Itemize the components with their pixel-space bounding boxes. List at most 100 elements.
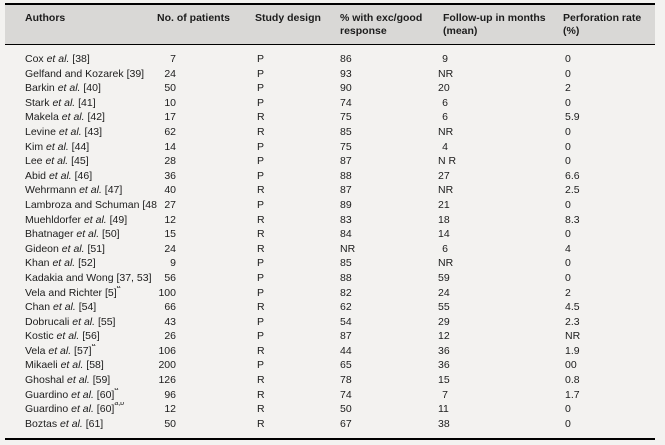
cell-authors: Mikaeli et al. [58] — [25, 359, 104, 372]
cell-followup: 38 — [438, 417, 450, 430]
cell-response: 78 — [340, 374, 352, 387]
cell-followup: 6 — [442, 242, 448, 255]
table-row: Gideon et al. [51] 24 R NR 6 4 — [5, 242, 655, 257]
cell-response: 89 — [340, 198, 352, 211]
cell-followup: 29 — [438, 315, 450, 328]
cell-patients: 106 — [158, 344, 176, 357]
cell-design: R — [257, 111, 265, 124]
cell-response: 75 — [340, 111, 352, 124]
cell-design: R — [257, 403, 265, 416]
cell-patients: 9 — [170, 257, 176, 270]
cell-response: 44 — [340, 344, 352, 357]
table-top-rule — [5, 3, 655, 5]
col-header-followup: Follow-up in months (mean) — [443, 12, 546, 37]
cell-authors: Vela and Richter [5]a — [25, 285, 121, 299]
table-row: Guardino et al. [60]a 96 R 74 7 1.7 — [5, 388, 655, 403]
cell-response: 74 — [340, 96, 352, 109]
cell-patients: 7 — [170, 53, 176, 65]
table-row: Vela et al. [57]a 106 R 44 36 1.9 — [5, 344, 655, 359]
cell-patients: 28 — [164, 155, 176, 168]
table-row: Chan et al. [54] 66 R 62 55 4.5 — [5, 300, 655, 315]
cell-authors: Kadakia and Wong [37, 53] — [25, 271, 152, 284]
cell-authors: Lee et al. [45] — [25, 155, 89, 168]
cell-perforation: NR — [565, 330, 581, 343]
table-header-rule — [5, 44, 655, 45]
cell-patients: 66 — [164, 301, 176, 314]
cell-design: P — [257, 67, 265, 80]
col-header-perforation: Perforation rate (%) — [563, 12, 642, 37]
cell-perforation: 6.6 — [565, 169, 580, 182]
cell-authors: Abid et al. [46] — [25, 169, 93, 182]
col-header-response: % with exc/good response — [340, 12, 423, 37]
cell-response: 90 — [340, 82, 352, 95]
cell-design: P — [257, 359, 265, 372]
cell-perforation: 0 — [565, 96, 571, 109]
cell-design: R — [257, 213, 265, 226]
cell-patients: 12 — [164, 213, 176, 226]
cell-authors: Kim et al. [44] — [25, 140, 90, 153]
cell-followup: 36 — [438, 344, 450, 357]
cell-perforation: 5.9 — [565, 111, 580, 124]
cell-patients: 24 — [164, 67, 176, 80]
cell-response: 67 — [340, 417, 352, 430]
col-header-patients: No. of patients — [157, 12, 230, 24]
table-inner: Authors No. of patients Study design % w… — [5, 0, 655, 445]
cell-design: P — [257, 286, 265, 299]
table-row: Lambroza and Schuman [48] 27 P 89 21 0 — [5, 198, 655, 213]
cell-patients: 50 — [164, 417, 176, 430]
table-row: Khan et al. [52] 9 P 85 NR 0 — [5, 256, 655, 271]
cell-response: 86 — [340, 53, 352, 65]
cell-perforation: 2 — [565, 286, 571, 299]
cell-perforation: 0 — [565, 403, 571, 416]
cell-design: P — [257, 169, 265, 182]
cell-response: 85 — [340, 125, 352, 138]
cell-patients: 56 — [164, 271, 176, 284]
cell-patients: 126 — [158, 374, 176, 387]
cell-response: 87 — [340, 155, 352, 168]
cell-patients: 12 — [164, 403, 176, 416]
cell-design: R — [257, 374, 265, 387]
cell-followup: 6 — [442, 96, 448, 109]
cell-authors: Ghoshal et al. [59] — [25, 374, 111, 387]
cell-authors: Levine et al. [43] — [25, 125, 103, 138]
cell-patients: 43 — [164, 315, 176, 328]
table-row: Guardino et al. [60]a,b 12 R 50 11 0 — [5, 402, 655, 417]
cell-perforation: 0 — [565, 140, 571, 153]
cell-followup: 9 — [442, 53, 448, 65]
cell-design: R — [257, 344, 265, 357]
cell-patients: 62 — [164, 125, 176, 138]
cell-followup: 4 — [442, 140, 448, 153]
table-row: Makela et al. [42] 17 R 75 6 5.9 — [5, 110, 655, 125]
cell-authors: Stark et al. [41] — [25, 96, 96, 109]
table-row: Kadakia and Wong [37, 53] 56 P 88 59 0 — [5, 271, 655, 286]
cell-response: 87 — [340, 330, 352, 343]
cell-response: 74 — [340, 388, 352, 401]
cell-authors: Bhatnager et al. [50] — [25, 228, 120, 241]
table-row: Dobrucali et al. [55] 43 P 54 29 2.3 — [5, 315, 655, 330]
cell-design: P — [257, 271, 265, 284]
cell-authors: Cox et al. [38] — [25, 53, 90, 65]
cell-response: 62 — [340, 301, 352, 314]
table-row: Kostic et al. [56] 26 P 87 12 NR — [5, 329, 655, 344]
cell-authors: Makela et al. [42] — [25, 111, 105, 124]
cell-response: 83 — [340, 213, 352, 226]
cell-followup: 20 — [438, 82, 450, 95]
cell-perforation: 00 — [565, 359, 577, 372]
cell-perforation: 0 — [565, 67, 571, 80]
cell-authors: Lambroza and Schuman [48] — [25, 198, 157, 211]
cell-patients: 200 — [158, 359, 176, 372]
cell-perforation: 0 — [565, 257, 571, 270]
cell-perforation: 4 — [565, 242, 571, 255]
cell-response: NR — [340, 242, 356, 255]
cell-followup: 27 — [438, 169, 450, 182]
cell-patients: 36 — [164, 169, 176, 182]
cell-design: P — [257, 198, 265, 211]
cell-followup: 14 — [438, 228, 450, 241]
cell-followup: 59 — [438, 271, 450, 284]
col-header-authors: Authors — [25, 12, 66, 24]
cell-design: P — [257, 140, 265, 153]
cell-authors: Barkin et al. [40] — [25, 82, 101, 95]
cell-authors: Gelfand and Kozarek [39] — [25, 67, 145, 80]
cell-design: P — [257, 330, 265, 343]
cell-design: P — [257, 257, 265, 270]
